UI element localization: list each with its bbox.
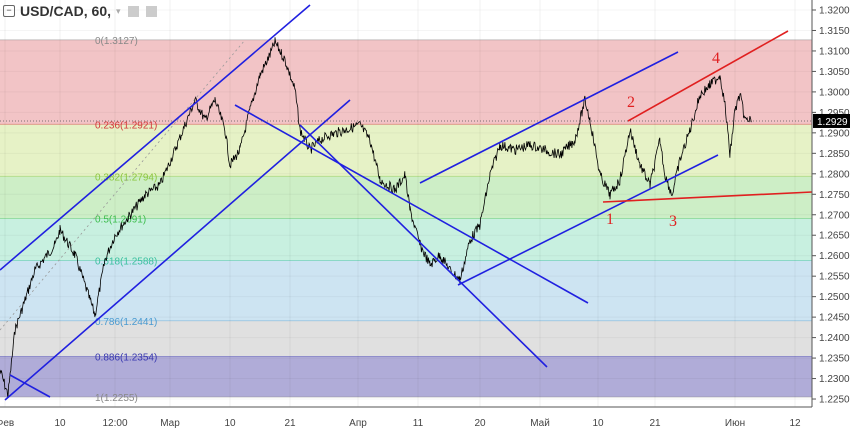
- fib-label: 0.5(1.2691): [95, 214, 146, 225]
- x-tick-label: 10: [592, 418, 604, 429]
- y-tick-label: 1.2600: [819, 251, 850, 262]
- x-tick-label: Июн: [725, 418, 745, 429]
- fib-label: 0.382(1.2794): [95, 172, 157, 183]
- gear-icon[interactable]: [145, 5, 157, 17]
- y-tick-label: 1.2700: [819, 210, 850, 221]
- x-tick-label: 10: [54, 418, 66, 429]
- y-tick-label: 1.3100: [819, 46, 850, 57]
- fib-band: [0, 260, 812, 321]
- fib-label: 1(1.2255): [95, 393, 138, 404]
- y-tick-label: 1.2650: [819, 231, 850, 242]
- x-tick-label: 21: [649, 418, 661, 429]
- x-tick-label: 12: [789, 418, 801, 429]
- collapse-icon[interactable]: −: [3, 5, 15, 17]
- fib-label: 0.886(1.2354): [95, 352, 157, 363]
- y-tick-label: 1.2550: [819, 272, 850, 283]
- trend-channel-line[interactable]: [9, 374, 51, 398]
- wave-label: 3: [669, 213, 677, 230]
- wave-trend-line[interactable]: [627, 30, 789, 122]
- x-tick-label: Мар: [160, 418, 180, 429]
- trend-channel-line[interactable]: [299, 124, 548, 368]
- price-series: [0, 37, 752, 398]
- fib-label: 0.236(1.2921): [95, 120, 157, 131]
- y-tick-label: 1.2500: [819, 292, 850, 303]
- x-tick-label: Май: [530, 418, 550, 429]
- caret-down-icon[interactable]: ▾: [116, 5, 121, 16]
- trend-channel-line[interactable]: [457, 154, 719, 286]
- last-price-label: 1.2929: [817, 117, 848, 128]
- wave-label: 4: [712, 50, 720, 67]
- y-tick-label: 1.2800: [819, 169, 850, 180]
- x-tick-label: Фев: [0, 418, 14, 429]
- wave-trend-line[interactable]: [602, 191, 813, 203]
- y-tick-label: 1.2400: [819, 333, 850, 344]
- fib-band: [0, 320, 812, 357]
- y-tick-label: 1.2250: [819, 395, 850, 406]
- y-tick-label: 1.2850: [819, 149, 850, 160]
- y-tick-label: 1.2750: [819, 190, 850, 201]
- fib-trend-line: [0, 39, 246, 331]
- y-tick-label: 1.2350: [819, 354, 850, 365]
- fib-band: [0, 176, 812, 219]
- fib-band: [0, 218, 812, 261]
- wave-label: 2: [627, 94, 635, 111]
- y-tick-label: 1.2300: [819, 374, 850, 385]
- x-tick-label: 20: [474, 418, 486, 429]
- fib-band: [0, 39, 812, 125]
- x-tick-label: Апр: [349, 418, 367, 429]
- trend-channel-line[interactable]: [0, 4, 311, 271]
- y-tick-label: 1.2450: [819, 313, 850, 324]
- x-tick-label: 10: [224, 418, 236, 429]
- fib-label: 0(1.3127): [95, 36, 138, 47]
- y-tick-label: 1.3150: [819, 26, 850, 37]
- fib-band: [0, 356, 812, 397]
- y-tick-label: 1.3000: [819, 87, 850, 98]
- x-tick-label: 21: [284, 418, 296, 429]
- y-tick-label: 1.3050: [819, 67, 850, 78]
- trend-channel-line[interactable]: [234, 104, 589, 304]
- trend-channel-line[interactable]: [4, 99, 351, 401]
- x-tick-label: 12:00: [102, 418, 127, 429]
- x-tick-label: 11: [413, 418, 424, 429]
- y-tick-label: 1.2950: [819, 108, 850, 119]
- y-tick-label: 1.2900: [819, 128, 850, 139]
- chart-header: − USD/CAD, 60, ▾: [3, 3, 157, 19]
- last-price-marker: [813, 113, 850, 128]
- wave-label: 1: [606, 211, 614, 228]
- fib-label: 0.618(1.2588): [95, 257, 157, 268]
- symbol-label[interactable]: USD/CAD, 60,: [20, 3, 112, 19]
- eye-icon[interactable]: [127, 5, 139, 17]
- fib-band: [0, 124, 812, 177]
- y-tick-label: 1.3200: [819, 6, 850, 17]
- fib-label: 0.786(1.2441): [95, 317, 157, 328]
- trend-channel-line[interactable]: [419, 51, 679, 184]
